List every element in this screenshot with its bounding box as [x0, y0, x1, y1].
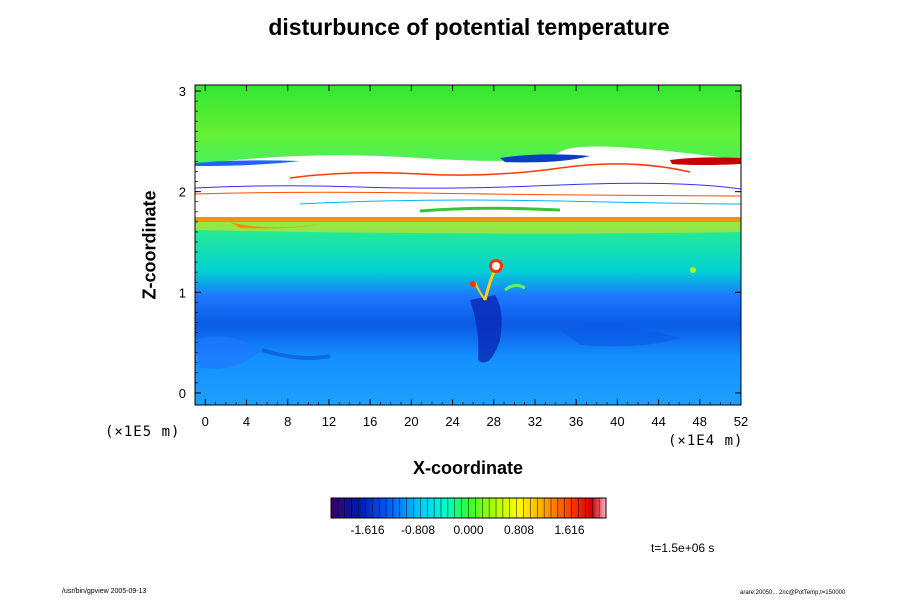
- y-tick-label: 2: [179, 185, 186, 200]
- x-tick-label: 52: [734, 414, 748, 429]
- heatmap-field: [195, 85, 741, 405]
- x-axis-label: X-coordinate: [412, 458, 523, 478]
- colorbar-tick-label: 1.616: [554, 523, 584, 537]
- chart-title: disturbunce of potential temperature: [268, 14, 670, 40]
- x-tick-label: 24: [445, 414, 459, 429]
- x-tick-label: 4: [243, 414, 250, 429]
- x-tick-label: 48: [693, 414, 707, 429]
- x-tick-label: 20: [404, 414, 418, 429]
- x-tick-label: 8: [284, 414, 291, 429]
- x-tick-label: 28: [487, 414, 501, 429]
- x-tick-label: 12: [322, 414, 336, 429]
- x-tick-label: 32: [528, 414, 542, 429]
- colorbar-tick-label: 0.000: [453, 523, 483, 537]
- x-tick-label: 0: [202, 414, 209, 429]
- y-tick-label: 1: [179, 285, 186, 300]
- colorbar-tick-label: -0.808: [401, 523, 435, 537]
- x-tick-label: 40: [610, 414, 624, 429]
- y-tick-label: 3: [179, 84, 186, 99]
- footer-left: /usr/bin/gpview 2005-09-13: [62, 588, 147, 595]
- plot-frame: [194, 84, 742, 406]
- colorbar-tick-label: -1.616: [350, 523, 384, 537]
- x-tick-label: 44: [651, 414, 665, 429]
- colorbar-tick-label: 0.808: [504, 523, 534, 537]
- x-unit-label: (×1E4 m): [668, 433, 744, 449]
- x-tick-label: 36: [569, 414, 583, 429]
- time-label: t=1.5e+06 s: [651, 541, 715, 555]
- y-tick-label: 0: [179, 386, 186, 401]
- z-unit-label: (×1E5 m): [105, 424, 181, 440]
- z-axis-label: Z-coordinate: [139, 190, 160, 300]
- footer-right: arare:20050... 2nc@PotTemp,t=150000: [740, 590, 846, 596]
- x-tick-label: 16: [363, 414, 377, 429]
